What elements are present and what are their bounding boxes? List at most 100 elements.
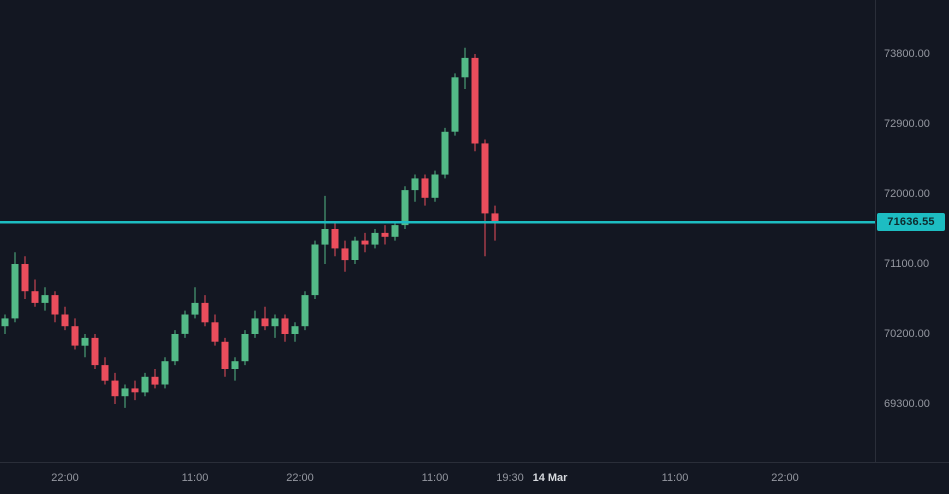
candle-body	[201, 302, 209, 323]
candle	[391, 221, 399, 241]
candle-body	[451, 77, 459, 132]
candle-body	[351, 240, 359, 260]
time-tick-label: 11:00	[661, 472, 689, 484]
candle-body	[101, 365, 109, 381]
candle-body	[141, 376, 149, 393]
time-tick-label: 14 Mar	[532, 472, 568, 484]
candle	[161, 357, 169, 389]
candle	[481, 139, 489, 257]
candle	[121, 384, 129, 408]
candle-body	[291, 326, 299, 334]
candle-body	[11, 264, 19, 319]
candle	[151, 369, 159, 389]
candle-body	[341, 248, 349, 261]
candle-body	[361, 240, 369, 245]
candle-body	[301, 295, 309, 327]
candle-body	[51, 295, 59, 315]
price-tick-label: 71100.00	[884, 257, 930, 270]
time-axis[interactable]: 22:00 11:00 22:00 11:00 19:30 14 Mar 11:00 22:0…	[0, 462, 949, 494]
time-tick-label: 19:30	[496, 472, 524, 484]
candle	[281, 314, 289, 342]
candle	[361, 232, 369, 253]
candle	[251, 310, 259, 338]
candle	[261, 306, 269, 331]
candle-body	[261, 318, 269, 327]
candle-body	[91, 337, 99, 366]
candle	[381, 225, 389, 245]
candle	[371, 229, 379, 249]
candle	[441, 127, 449, 179]
candle	[71, 318, 79, 350]
candle	[141, 372, 149, 397]
candle-body	[251, 318, 259, 334]
candle-body	[21, 264, 29, 292]
candle	[101, 357, 109, 385]
candle-body	[61, 314, 69, 327]
chart-plot-area[interactable]	[0, 0, 875, 462]
candle	[351, 236, 359, 264]
candle	[411, 174, 419, 202]
price-tick-label: 69300.00	[884, 397, 930, 410]
candle	[211, 314, 219, 346]
candle	[61, 306, 69, 331]
candle	[41, 287, 49, 311]
price-axis[interactable]: 71636.55 73800.00 72900.00 72000.00 71100.0…	[875, 0, 949, 462]
candle	[341, 240, 349, 272]
candle-body	[371, 232, 379, 245]
candle	[301, 291, 309, 331]
candle-body	[31, 291, 39, 303]
candle-body	[161, 361, 169, 385]
candle-body	[481, 143, 489, 214]
candle-body	[321, 229, 329, 245]
candle	[451, 73, 459, 136]
candle	[241, 330, 249, 366]
candle-body	[391, 225, 399, 237]
candle	[461, 47, 469, 89]
candle-body	[41, 295, 49, 303]
time-tick-label: 11:00	[421, 472, 449, 484]
candle-body	[281, 318, 289, 334]
candle-body	[431, 174, 439, 198]
candle	[311, 240, 319, 299]
candle	[191, 287, 199, 319]
candle	[201, 295, 209, 327]
candle	[171, 330, 179, 366]
price-tick-label: 70200.00	[884, 327, 930, 340]
candle-body	[81, 337, 89, 346]
candle	[431, 170, 439, 202]
candle-body	[271, 318, 279, 327]
candle-body	[381, 232, 389, 237]
candle	[271, 314, 279, 338]
candle	[421, 174, 429, 206]
candle	[1, 314, 9, 334]
candle-body	[461, 57, 469, 78]
candle-body	[411, 178, 419, 191]
candle-body	[191, 302, 199, 315]
candle	[231, 357, 239, 381]
candle	[81, 334, 89, 358]
candle-body	[421, 178, 429, 198]
candle-body	[331, 229, 339, 249]
candle-body	[231, 361, 239, 369]
candle	[181, 310, 189, 338]
candle-body	[151, 376, 159, 385]
candle-body	[131, 388, 139, 393]
price-line-label[interactable]: 71636.55	[877, 213, 945, 232]
time-tick-label: 22:00	[771, 472, 799, 484]
candle-body	[121, 388, 129, 397]
candle-body	[401, 190, 409, 226]
candle	[291, 322, 299, 342]
candle	[11, 252, 19, 323]
candle	[111, 372, 119, 404]
candle-body	[1, 318, 9, 327]
price-tick-label: 72900.00	[884, 117, 930, 130]
candle-body	[311, 244, 319, 296]
candle-body	[171, 334, 179, 362]
candle	[91, 334, 99, 369]
time-tick-label: 22:00	[286, 472, 314, 484]
candle	[131, 380, 139, 401]
candle-body	[441, 131, 449, 175]
candle-body	[181, 314, 189, 334]
candle	[331, 221, 339, 257]
